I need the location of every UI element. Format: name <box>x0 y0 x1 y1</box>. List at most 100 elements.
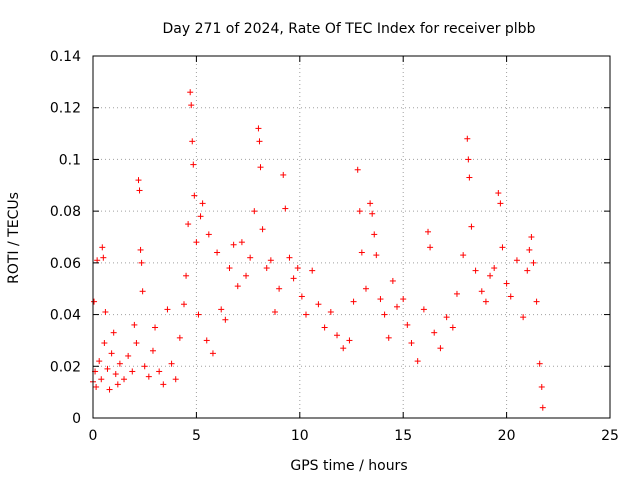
data-point <box>427 244 434 251</box>
data-point <box>149 347 156 354</box>
data-point <box>393 303 400 310</box>
data-point <box>487 272 494 279</box>
data-point <box>98 376 105 383</box>
data-point <box>497 200 504 207</box>
data-point <box>528 234 535 240</box>
data-point <box>197 213 204 220</box>
data-point <box>106 386 113 393</box>
data-point <box>321 324 328 331</box>
data-point <box>414 358 421 365</box>
tick-labels: 0 5 10 15 20 25 0 0.02 0.04 0.06 0.08 0.1 0.12 0.14 <box>50 49 619 444</box>
data-point <box>141 363 148 370</box>
data-point <box>520 314 527 321</box>
grid-lines <box>93 56 610 418</box>
data-point <box>255 125 262 132</box>
data-point <box>503 280 510 287</box>
data-point <box>524 267 531 274</box>
x-axis-title: GPS time / hours <box>290 458 407 474</box>
data-point <box>187 89 194 96</box>
data-point <box>180 301 187 308</box>
data-point <box>315 301 322 308</box>
y-tick-label: 0.14 <box>50 49 81 65</box>
data-point <box>108 350 115 357</box>
data-point <box>346 337 353 344</box>
data-point <box>185 221 192 228</box>
data-point <box>205 231 212 238</box>
data-point <box>340 345 347 352</box>
data-point <box>238 239 245 246</box>
data-point <box>203 337 210 344</box>
data-point <box>94 257 101 264</box>
data-point <box>358 249 365 256</box>
data-point <box>116 360 123 367</box>
data-point <box>139 288 146 295</box>
data-point <box>309 267 316 274</box>
data-point <box>276 285 283 292</box>
data-point <box>191 192 198 199</box>
data-point <box>507 293 514 300</box>
x-tick-label: 10 <box>291 428 309 444</box>
data-point <box>259 226 266 233</box>
data-point <box>234 283 241 290</box>
data-point <box>404 321 411 328</box>
data-point <box>539 404 546 411</box>
data-point <box>381 311 388 318</box>
data-point <box>280 171 287 178</box>
data-point <box>466 174 473 181</box>
data-point <box>482 298 489 305</box>
data-point <box>189 138 196 145</box>
chart-title: Day 271 of 2024, Rate Of TEC Index for r… <box>163 21 536 37</box>
data-point <box>121 376 128 383</box>
data-point <box>350 298 357 305</box>
data-point <box>102 308 109 315</box>
data-point <box>110 329 117 336</box>
data-point <box>226 265 233 272</box>
data-point <box>188 102 195 109</box>
data-point <box>294 265 301 272</box>
data-point <box>464 135 471 142</box>
data-point <box>468 223 475 230</box>
data-point <box>491 265 498 272</box>
data-point <box>499 244 506 251</box>
y-tick-label: 0.08 <box>50 204 81 220</box>
data-point <box>526 246 533 253</box>
data-point <box>251 208 258 215</box>
data-point <box>267 257 274 264</box>
data-point <box>271 308 278 315</box>
data-point <box>369 210 376 217</box>
data-point <box>286 254 293 261</box>
data-point <box>443 314 450 321</box>
data-point <box>354 166 361 173</box>
data-point <box>135 177 142 184</box>
data-point <box>160 381 167 388</box>
data-point <box>437 345 444 352</box>
data-point <box>408 340 415 347</box>
data-point <box>460 252 467 259</box>
data-point <box>168 360 175 367</box>
x-tick-label: 20 <box>498 428 516 444</box>
data-point <box>377 296 384 303</box>
data-point <box>99 244 106 251</box>
data-point <box>152 324 159 331</box>
data-point <box>93 383 100 390</box>
data-point <box>138 259 145 266</box>
data-point <box>465 156 472 163</box>
data-point <box>495 190 502 197</box>
data-point <box>145 373 152 380</box>
data-point <box>367 200 374 207</box>
data-point <box>247 254 254 261</box>
data-point <box>193 239 200 246</box>
data-point <box>538 383 545 390</box>
data-point <box>400 296 407 303</box>
y-tick-label: 0.06 <box>50 256 81 272</box>
data-point <box>472 267 479 274</box>
data-point <box>195 311 202 318</box>
data-point <box>282 205 289 212</box>
scatter-points <box>90 89 546 411</box>
data-point <box>478 288 485 295</box>
data-point <box>172 376 179 383</box>
data-point <box>125 352 132 359</box>
data-point <box>222 316 229 323</box>
